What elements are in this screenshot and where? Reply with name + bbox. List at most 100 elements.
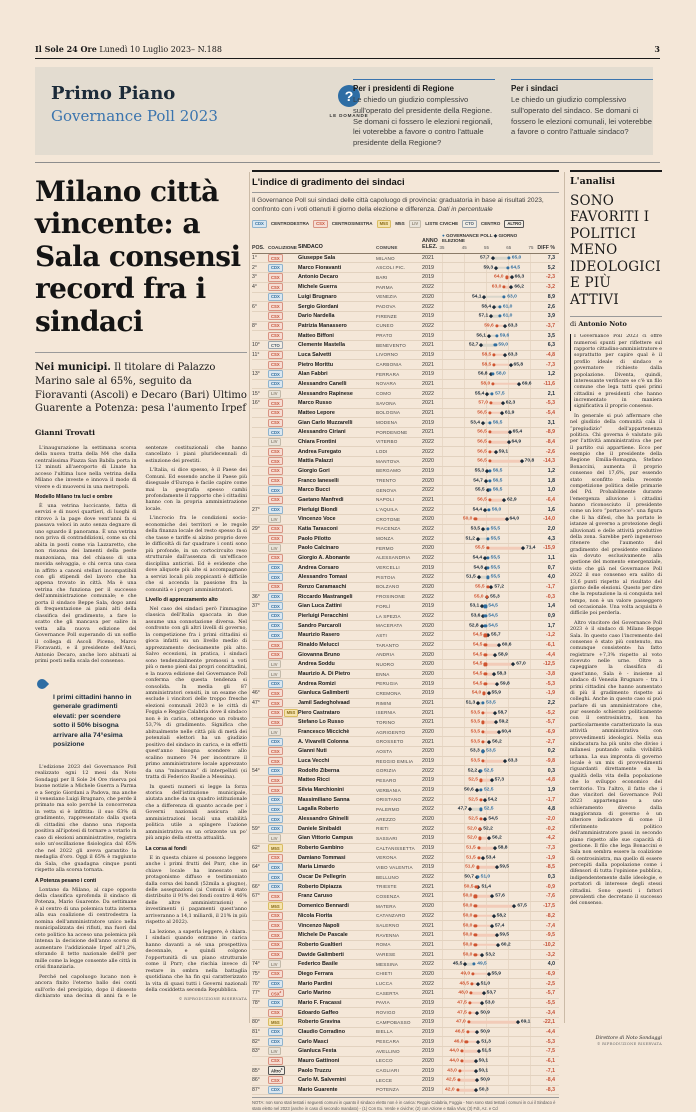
coalition-badge: CTO (268, 341, 283, 349)
column-rule-right (564, 172, 565, 1023)
coalition-cell: CDX (268, 1028, 298, 1036)
election-year: 2022 (422, 913, 442, 919)
legend-box-cto: CTO (462, 220, 477, 228)
poll-marker (479, 808, 482, 811)
mayor-name: Alessandro Canelli (298, 381, 376, 387)
low-value: 53,5 (471, 526, 481, 531)
coalition-badge: CSX (268, 709, 283, 717)
low-value: 44,0 (449, 1049, 459, 1054)
low-value: 46,0 (454, 1039, 464, 1044)
comune-name: BOLOGNA (376, 410, 422, 415)
election-year: 2019 (422, 681, 442, 687)
election-year: 2020 (422, 545, 442, 551)
comune-name: AREZZO (376, 817, 422, 822)
low-value: 49,0 (461, 971, 471, 976)
election-year: 2021 (422, 700, 442, 706)
rank-cell: 54° (252, 768, 268, 774)
comune-name: SAVONA (376, 401, 422, 406)
low-value: 58,5 (482, 352, 492, 357)
diff-cell: 1,2 (531, 468, 555, 474)
election-year: 2022 (422, 613, 442, 619)
high-value: 58,8 (498, 846, 508, 851)
coalition-cell: CSX (268, 892, 298, 900)
rank-cell: 36° (252, 594, 268, 600)
coalition-cell: CDX (268, 825, 298, 833)
comune-name: BARI (376, 275, 422, 280)
coalition-badge: CSX (268, 302, 283, 310)
diff-cell: 2,2 (531, 700, 555, 706)
comune-name: REGGIO EMILIA (376, 759, 422, 764)
rank-cell: 83° (252, 1048, 268, 1054)
coalition-cell: CSX (268, 312, 298, 320)
mayor-name: Dario Nardella (298, 313, 376, 319)
section-panel: Primo Piano Governance Poll 2023 ? LE DO… (35, 67, 653, 155)
body-subhead: A Potenza pesano i conti (35, 878, 137, 885)
election-marker (474, 1069, 478, 1073)
body-paragraph: L'edizione 2023 del Governance Poll real… (35, 764, 137, 874)
poll-marker (484, 624, 487, 627)
comune-name: ASCOLI PIC. (376, 265, 422, 270)
high-value: 62,3 (506, 401, 516, 406)
low-value: 58,4 (482, 304, 492, 309)
coalition-badge: LIV (268, 515, 281, 523)
comune-name: VERONA (376, 855, 422, 860)
diff-cell: 4,0 (531, 961, 555, 967)
election-marker (489, 585, 493, 589)
coalition-badge: M5S (268, 844, 283, 852)
high-value: 50,1 (479, 1058, 489, 1063)
high-value: 53,7 (487, 991, 497, 996)
body-paragraph: L'inaugurazione la settimana scorsa dell… (35, 445, 137, 490)
coalition-cell: CSX (268, 941, 298, 949)
low-value: 46,5 (455, 1029, 465, 1034)
rank-cell: 77° (252, 990, 268, 996)
standfirst-label: Nei municipi. (35, 362, 111, 373)
pull-quote: I primi cittadini hanno in generale grad… (35, 673, 137, 756)
comune-name: AGRIGENTO (376, 730, 422, 735)
comune-name: GROSSETO (376, 739, 422, 744)
coalition-cell: CSX (268, 854, 298, 862)
high-value: 60,6 (502, 643, 512, 648)
comune-name: PISTOIA (376, 575, 422, 580)
body-subhead: Modello Milano tra luci e ombre (35, 494, 137, 501)
low-value: 54,0 (472, 691, 482, 696)
coalition-badge: CDX (268, 380, 283, 388)
mayor-name: Maurizio Rasero (298, 632, 376, 638)
diff-cell: -5,2 (531, 710, 555, 716)
low-value: 54,8 (474, 565, 484, 570)
election-marker (512, 904, 516, 908)
coalition-cell: CSX (268, 322, 298, 330)
mayor-name: Gianluca Galimberti (298, 690, 376, 696)
comune-name: ORISTANO (376, 797, 422, 802)
low-value: 54,5 (473, 662, 483, 667)
low-value: 53,5 (471, 759, 481, 764)
rank-cell: 2° (252, 265, 268, 271)
diff-cell: 3,1 (531, 420, 555, 426)
high-value: 65,0 (512, 256, 522, 261)
election-marker (493, 846, 497, 850)
coalition-badge: CSX (268, 399, 283, 407)
election-marker (490, 923, 494, 927)
high-value: 55,5 (491, 536, 501, 541)
coalition-cell: Altro3 (268, 1066, 298, 1074)
high-value: 71,4 (526, 546, 536, 551)
election-year: 2022 (422, 981, 442, 987)
